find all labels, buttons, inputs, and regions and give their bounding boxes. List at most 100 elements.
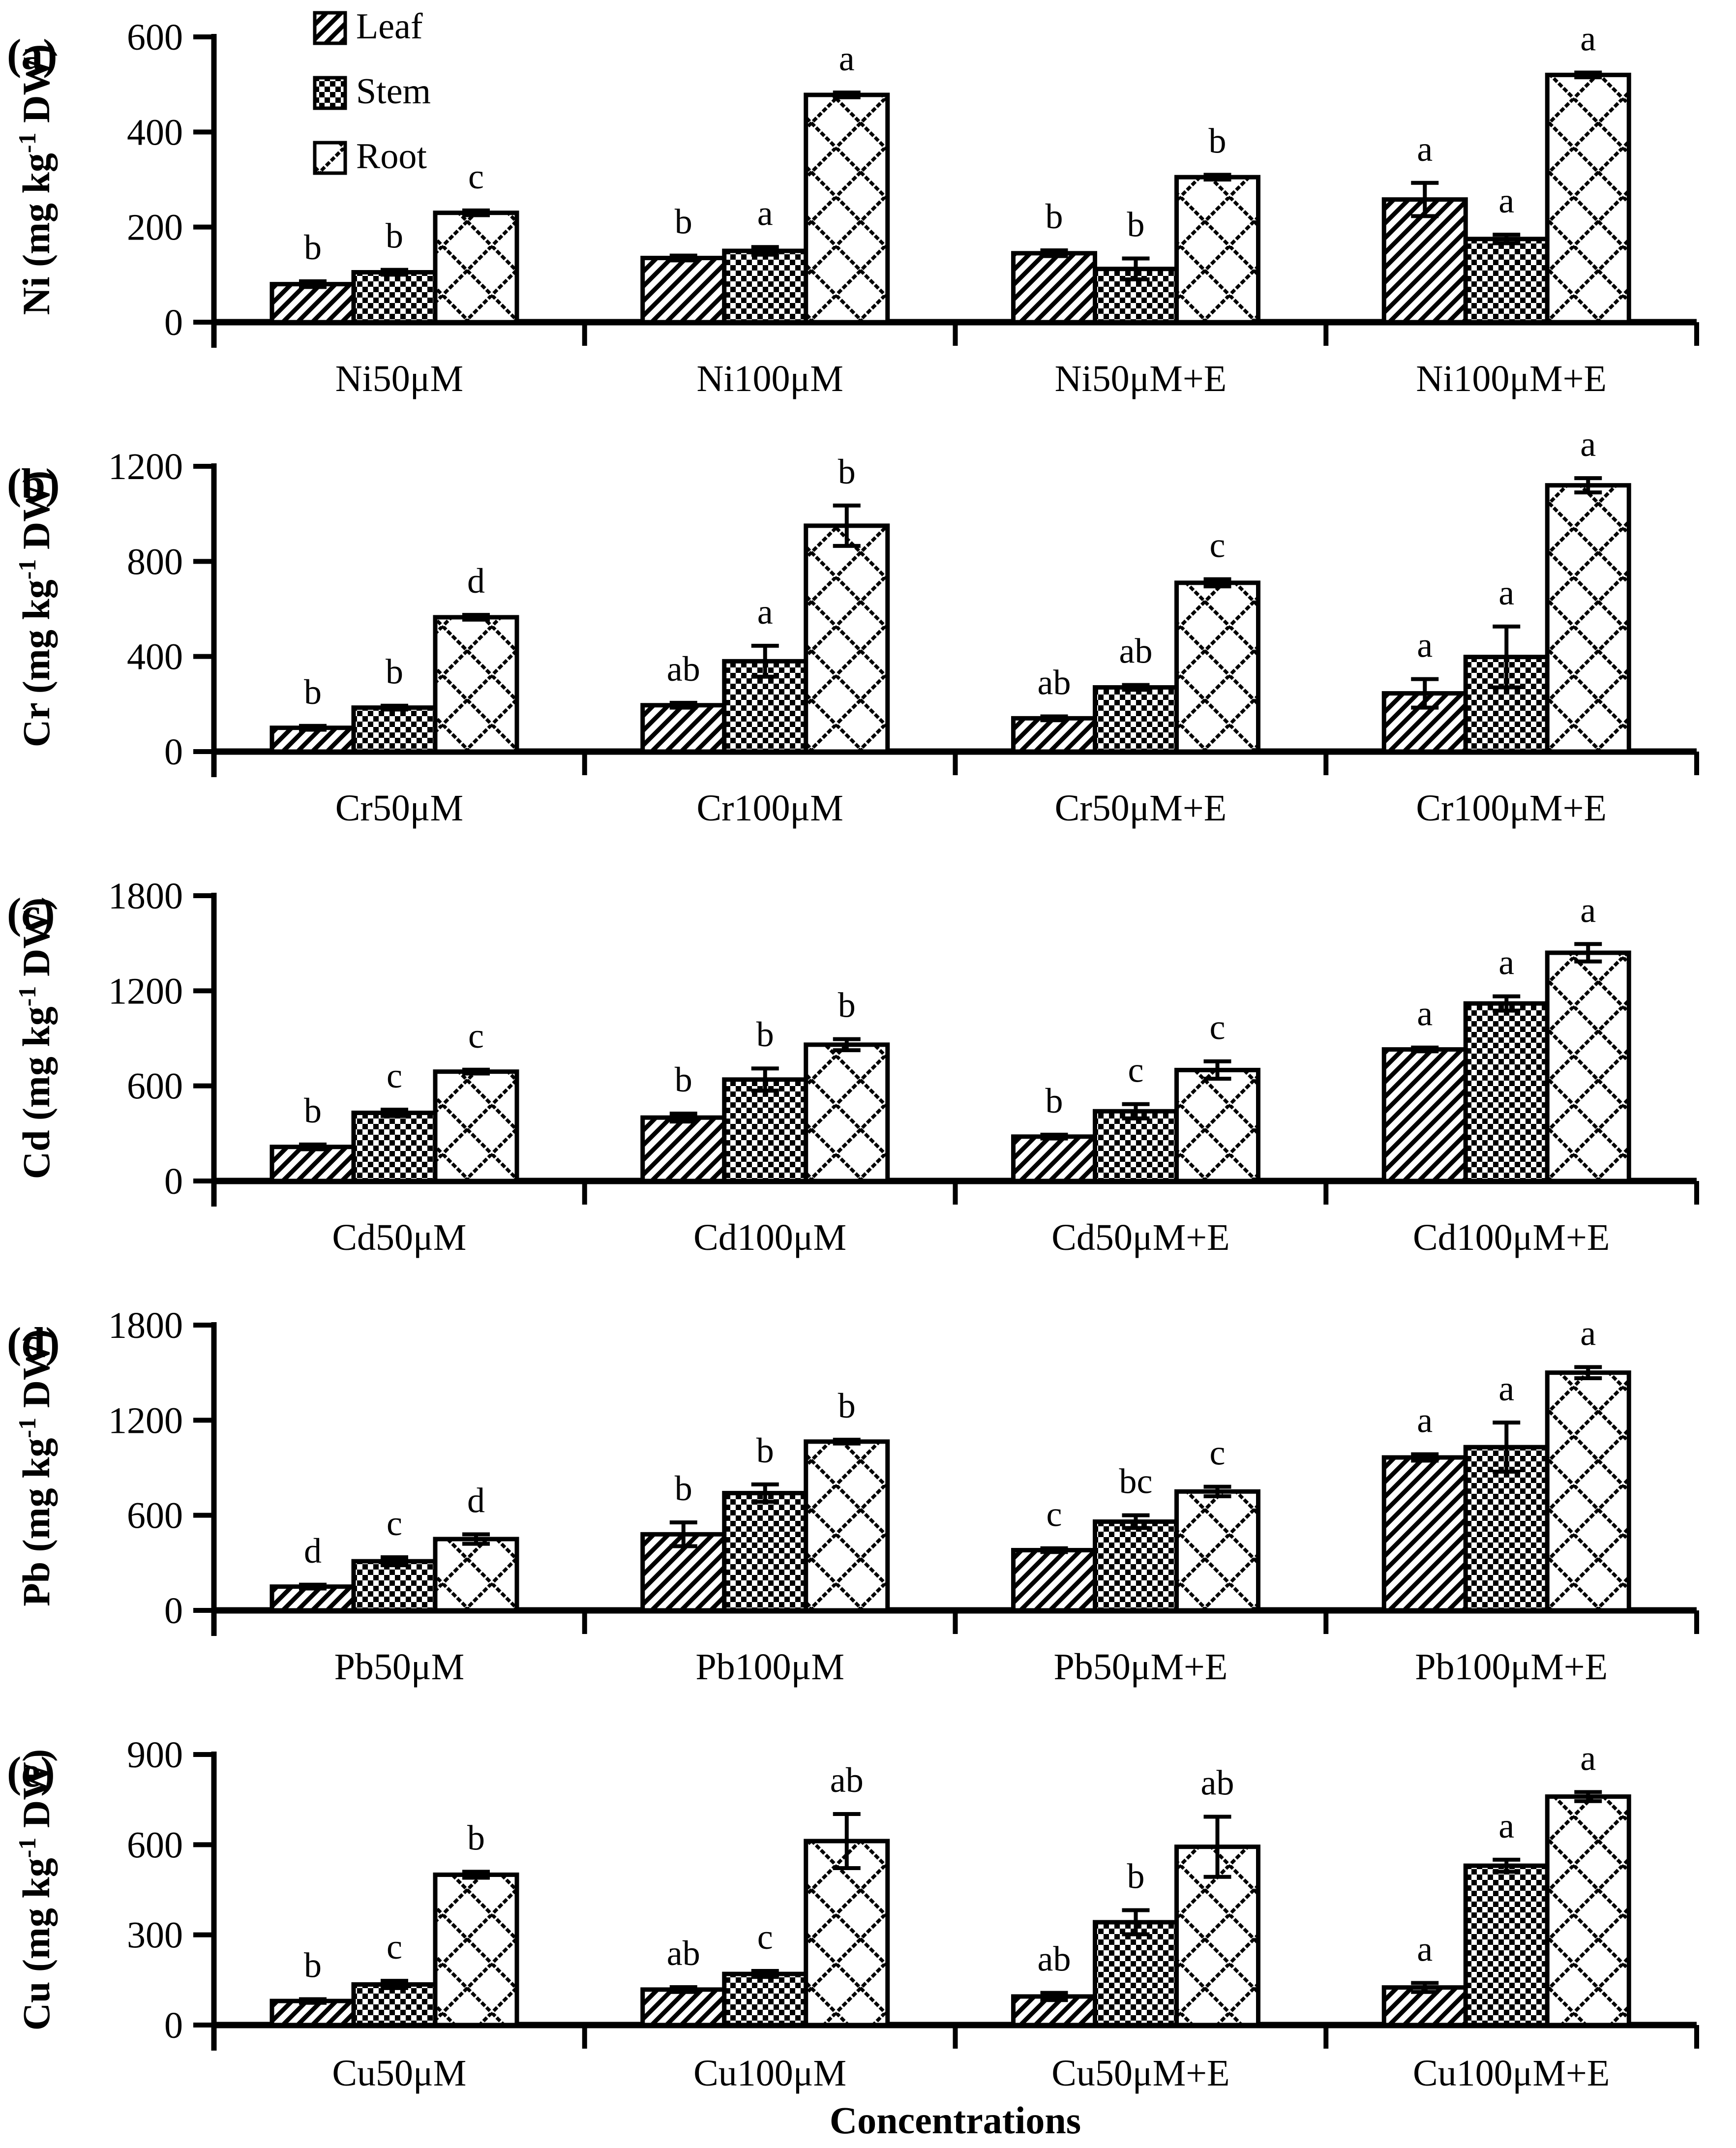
y-tick-label: 0 bbox=[164, 731, 183, 773]
sig-letter-root: c bbox=[1210, 1433, 1226, 1473]
sig-letter-root: a bbox=[839, 39, 855, 78]
bar-root-root-group3 bbox=[1545, 1370, 1631, 1613]
sig-letter-stem: ab bbox=[1119, 632, 1153, 671]
y-axis-title-superscript: -1 bbox=[13, 1838, 41, 1858]
x-category-label: Ni50μM+E bbox=[1055, 358, 1227, 399]
sig-letter-stem: b bbox=[756, 1015, 774, 1054]
x-category-label: Cr50μM bbox=[335, 787, 463, 829]
bar-root-root-group1 bbox=[804, 92, 890, 325]
chart-panel-d: (d)Pb (mg kg-1 DW)060012001800dbcacbbcad… bbox=[0, 1288, 1736, 1718]
y-tick-label: 0 bbox=[164, 302, 183, 343]
sig-letter-leaf: ab bbox=[1038, 663, 1071, 702]
x-category-label: Cd50μM bbox=[332, 1217, 466, 1258]
sig-letter-root: ab bbox=[830, 1760, 864, 1800]
x-category-label: Cu50μM+E bbox=[1051, 2053, 1229, 2094]
y-axis-title: Cr (mg kg-1 DW) bbox=[13, 471, 58, 747]
sig-letter-root: c bbox=[1210, 526, 1226, 565]
chart-panel-c: (c)Cd (mg kg-1 DW)060012001800bbbacbcacb… bbox=[0, 859, 1736, 1288]
bar-stem-stem-group0 bbox=[351, 1110, 438, 1183]
bar-root-root-group1 bbox=[804, 1439, 890, 1613]
sig-letter-stem: c bbox=[387, 1056, 402, 1095]
bar-stem-stem-group1 bbox=[722, 248, 808, 325]
sig-letter-stem: b bbox=[1127, 205, 1145, 244]
legend-label-root: Root bbox=[356, 136, 427, 177]
sig-letter-stem: a bbox=[757, 193, 773, 233]
bar-stem-stem-group3 bbox=[1463, 1001, 1550, 1183]
bar-stem-stem-group1 bbox=[722, 1077, 808, 1183]
y-axis-title-main: Cr (mg kg bbox=[15, 579, 58, 747]
y-axis-title-unit: DW) bbox=[15, 1329, 58, 1418]
y-tick-label: 1200 bbox=[108, 1400, 183, 1441]
sig-letter-root: a bbox=[1580, 19, 1596, 59]
legend-label-leaf: Leaf bbox=[356, 6, 423, 47]
sig-letter-leaf: c bbox=[1047, 1495, 1062, 1534]
sig-letter-root: c bbox=[468, 157, 484, 196]
y-axis-title: Ni (mg kg-1 DW) bbox=[13, 44, 58, 315]
y-tick-label: 600 bbox=[127, 1824, 183, 1866]
sig-letter-stem: c bbox=[757, 1917, 773, 1957]
legend-label-stem: Stem bbox=[356, 71, 431, 112]
x-category-label: Cd50μM+E bbox=[1051, 1217, 1229, 1258]
y-axis-title-superscript: -1 bbox=[13, 132, 41, 153]
bar-root-root-group1 bbox=[804, 523, 890, 754]
sig-letter-stem: bc bbox=[1119, 1462, 1153, 1501]
y-axis-title: Pb (mg kg-1 DW) bbox=[13, 1329, 58, 1606]
legend-checkerboard-swatch-icon bbox=[313, 76, 347, 110]
sig-letter-stem: b bbox=[1127, 1857, 1145, 1896]
sig-letter-root: ab bbox=[1201, 1763, 1234, 1803]
bar-root-root-group3 bbox=[1545, 1794, 1631, 2027]
bar-root-root-group0 bbox=[433, 1872, 519, 2027]
sig-letter-leaf: d bbox=[304, 1531, 322, 1571]
sig-letter-leaf: b bbox=[304, 672, 322, 712]
bar-root-root-group2 bbox=[1174, 1067, 1260, 1183]
bar-leaf-leaf-group0 bbox=[269, 282, 356, 325]
sig-letter-leaf: b bbox=[1046, 1081, 1063, 1120]
x-category-label: Pb50μM+E bbox=[1053, 1646, 1227, 1688]
bar-leaf-leaf-group2 bbox=[1011, 1548, 1097, 1613]
y-tick-label: 600 bbox=[127, 17, 183, 58]
x-category-label: Cr100μM+E bbox=[1416, 787, 1607, 829]
y-axis-title-main: Pb (mg kg bbox=[15, 1438, 58, 1606]
x-category-label: Ni100μM bbox=[696, 358, 843, 399]
x-category-label: Cd100μM bbox=[693, 1217, 846, 1258]
y-axis-title-superscript: -1 bbox=[13, 559, 41, 580]
sig-letter-stem: a bbox=[1498, 1806, 1514, 1845]
y-tick-label: 400 bbox=[127, 636, 183, 678]
bar-root-root-group2 bbox=[1174, 580, 1260, 754]
legend-diagonal-stripes-swatch-icon bbox=[313, 11, 347, 45]
sig-letter-stem: a bbox=[1498, 943, 1514, 982]
sig-letter-leaf: b bbox=[675, 1060, 692, 1099]
bar-root-root-group3 bbox=[1545, 950, 1631, 1183]
sig-letter-root: d bbox=[467, 561, 485, 601]
y-tick-label: 600 bbox=[127, 1495, 183, 1537]
bar-stem-stem-group3 bbox=[1463, 1863, 1550, 2027]
y-tick-label: 800 bbox=[127, 541, 183, 582]
sig-letter-leaf: a bbox=[1417, 626, 1433, 665]
y-tick-label: 1800 bbox=[108, 876, 183, 917]
bar-root-root-group3 bbox=[1545, 483, 1631, 754]
sig-letter-stem: a bbox=[1498, 1369, 1514, 1408]
sig-letter-leaf: a bbox=[1417, 994, 1433, 1033]
sig-letter-leaf: ab bbox=[667, 649, 700, 689]
sig-letter-stem: a bbox=[757, 592, 773, 632]
bar-leaf-leaf-group1 bbox=[640, 703, 727, 754]
sig-letter-stem: a bbox=[1498, 181, 1514, 220]
sig-letter-root: a bbox=[1580, 429, 1596, 464]
bar-leaf-leaf-group1 bbox=[640, 1115, 727, 1183]
bar-stem-stem-group0 bbox=[351, 270, 438, 325]
x-category-label: Cu100μM+E bbox=[1413, 2053, 1610, 2094]
sig-letter-root: b bbox=[838, 1386, 856, 1425]
sig-letter-stem: a bbox=[1498, 573, 1514, 612]
bar-root-root-group0 bbox=[433, 615, 519, 754]
sig-letter-root: c bbox=[1210, 1008, 1226, 1047]
bar-stem-stem-group2 bbox=[1093, 1920, 1179, 2027]
bar-root-root-group2 bbox=[1174, 1489, 1260, 1613]
bar-leaf-leaf-group2 bbox=[1011, 251, 1097, 325]
bar-stem-stem-group1 bbox=[722, 1971, 808, 2027]
sig-letter-leaf: a bbox=[1417, 129, 1433, 169]
bar-leaf-leaf-group0 bbox=[269, 1145, 356, 1183]
panel-label: (a) bbox=[7, 31, 58, 79]
sig-letter-leaf: ab bbox=[1038, 1939, 1071, 1979]
